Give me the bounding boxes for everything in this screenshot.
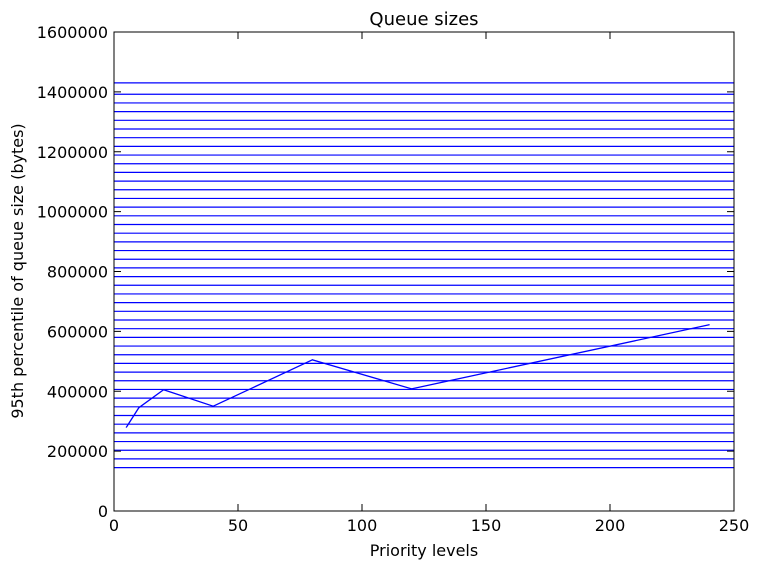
y-tick-label: 600000: [47, 322, 108, 341]
x-tick-label: 0: [109, 516, 119, 535]
data-point: [411, 388, 413, 390]
y-tick-label: 1600000: [37, 23, 108, 42]
data-point: [311, 359, 313, 361]
data-point: [163, 389, 165, 391]
data-point: [212, 405, 214, 407]
x-tick-label: 150: [471, 516, 502, 535]
y-tick-label: 800000: [47, 263, 108, 282]
y-tick-label: 1000000: [37, 203, 108, 222]
x-tick-label: 200: [595, 516, 626, 535]
data-point: [125, 426, 127, 428]
y-axis: 0 200000 400000 600000 800000 1000000 1200000 1…: [37, 23, 734, 521]
y-axis-label: 95th percentile of queue size (bytes): [8, 123, 27, 418]
y-tick-label: 0: [98, 502, 108, 521]
y-tick-label: 1200000: [37, 143, 108, 162]
chart-title: Queue sizes: [369, 9, 478, 30]
x-tick-label: 100: [347, 516, 378, 535]
y-tick-label: 400000: [47, 382, 108, 401]
x-tick-label: 50: [228, 516, 248, 535]
x-axis: 0 50 100 150 200 250: [109, 32, 749, 535]
plot-area: [114, 82, 734, 469]
x-axis-label: Priority levels: [370, 541, 478, 560]
x-tick-label: 250: [719, 516, 750, 535]
y-tick-label: 1400000: [37, 83, 108, 102]
y-tick-label: 200000: [47, 442, 108, 461]
data-point: [708, 324, 710, 326]
data-point: [138, 407, 140, 409]
